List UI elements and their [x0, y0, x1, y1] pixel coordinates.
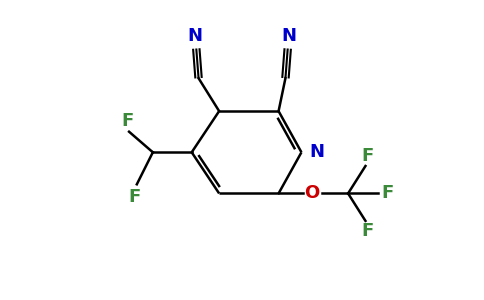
Text: F: F: [121, 112, 134, 130]
Text: F: F: [382, 184, 394, 202]
Text: N: N: [188, 27, 203, 45]
Text: F: F: [129, 188, 141, 206]
Text: O: O: [304, 184, 319, 202]
Text: N: N: [310, 143, 325, 161]
Text: N: N: [281, 27, 296, 45]
Text: F: F: [361, 147, 374, 165]
Text: F: F: [361, 222, 374, 240]
